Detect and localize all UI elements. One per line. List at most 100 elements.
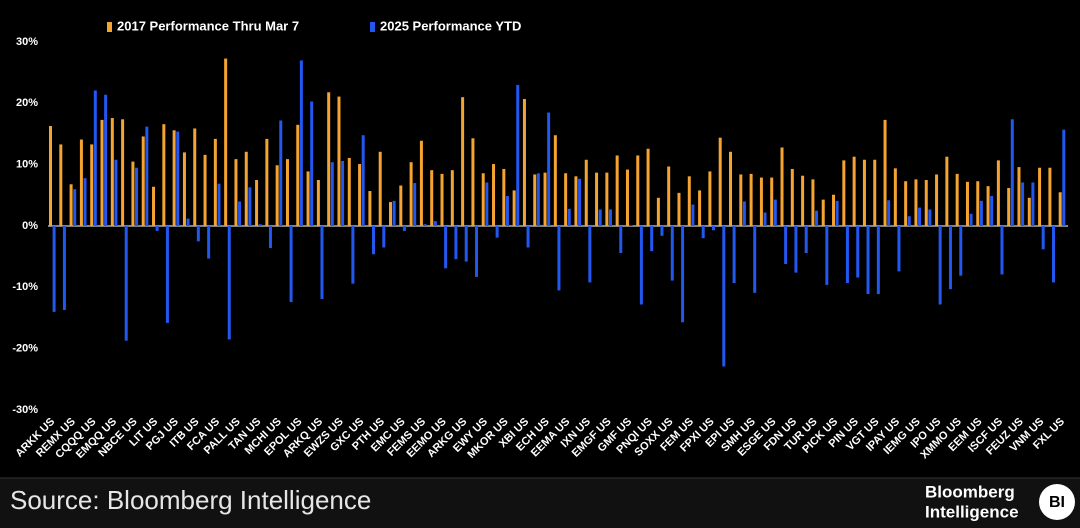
bar: [152, 186, 156, 226]
y-tick-label: 10%: [16, 159, 38, 171]
bar: [773, 199, 777, 226]
source: Source: Bloomberg Intelligence: [10, 485, 371, 515]
bar: [1007, 187, 1011, 226]
bar: [742, 201, 746, 226]
bar: [687, 176, 691, 226]
bar: [588, 226, 592, 283]
bar: [883, 119, 887, 226]
bar: [320, 226, 324, 299]
bar: [986, 186, 990, 226]
bar: [739, 174, 743, 226]
bar: [955, 173, 959, 226]
bar: [835, 200, 839, 226]
bar: [856, 226, 860, 278]
bar: [945, 156, 949, 226]
bar: [131, 161, 135, 226]
bar: [1027, 197, 1031, 226]
bar: [904, 181, 908, 226]
y-tick-label: 20%: [16, 97, 38, 109]
bar: [399, 185, 403, 226]
bar: [639, 226, 643, 305]
bar: [749, 173, 753, 226]
bar: [59, 144, 63, 226]
bar: [918, 207, 922, 226]
bar: [450, 170, 454, 226]
bar: [801, 175, 805, 226]
bar: [811, 179, 815, 226]
legend-swatch: [107, 22, 112, 32]
bar: [135, 167, 139, 226]
bar: [976, 181, 980, 226]
bar: [79, 139, 83, 226]
bar: [965, 181, 969, 226]
bar: [69, 184, 73, 226]
bar: [815, 210, 819, 226]
bar: [265, 138, 269, 226]
bar: [543, 172, 547, 226]
bar: [238, 201, 242, 226]
bar: [990, 195, 994, 226]
bar: [258, 224, 262, 226]
bar: [402, 226, 406, 231]
bar: [172, 130, 176, 226]
bar: [567, 208, 571, 226]
bar: [413, 183, 417, 226]
bar: [306, 171, 310, 226]
bar: [677, 192, 681, 226]
bar: [794, 226, 798, 273]
bar: [444, 226, 448, 269]
bar: [701, 226, 705, 239]
bar: [1000, 226, 1004, 275]
bar: [296, 124, 300, 226]
bar: [73, 189, 77, 226]
bar: [608, 209, 612, 226]
bar: [605, 172, 609, 226]
bar: [948, 226, 952, 290]
bar: [433, 221, 437, 226]
bar: [928, 209, 932, 226]
bar: [1041, 226, 1045, 250]
bar: [536, 173, 540, 226]
bar: [62, 226, 66, 311]
bar: [1038, 167, 1042, 226]
y-tick-label: -20%: [12, 343, 38, 355]
bar: [938, 226, 942, 305]
bar: [729, 151, 732, 226]
y-tick-label: 30%: [16, 36, 38, 48]
bar: [227, 226, 231, 340]
logo-line: Bloomberg: [925, 482, 1015, 501]
bar: [770, 177, 774, 226]
bar: [790, 168, 794, 226]
bar: [481, 173, 485, 226]
bar: [574, 176, 578, 226]
bar: [268, 226, 272, 249]
bar: [691, 204, 695, 226]
bar: [759, 177, 763, 226]
logo-line: Intelligence: [925, 502, 1019, 521]
bar: [564, 173, 568, 226]
bar: [887, 200, 891, 226]
bar: [763, 212, 767, 226]
bar: [330, 162, 334, 226]
bar: [660, 226, 664, 236]
bar: [522, 99, 526, 226]
bar: [409, 162, 413, 226]
bar: [279, 120, 283, 226]
bar: [389, 202, 392, 226]
bar: [471, 138, 475, 226]
bar: [186, 218, 190, 226]
bar: [361, 135, 365, 226]
bar: [650, 226, 654, 252]
bar: [155, 226, 159, 231]
bar: [341, 160, 345, 226]
bar: [907, 216, 911, 226]
bar: [1017, 167, 1021, 226]
bar: [821, 199, 825, 226]
y-tick-label: -10%: [12, 281, 38, 293]
bar: [547, 112, 551, 226]
bar: [1010, 119, 1014, 226]
bar: [866, 226, 870, 295]
bar: [1021, 182, 1025, 226]
bar: [722, 226, 726, 367]
